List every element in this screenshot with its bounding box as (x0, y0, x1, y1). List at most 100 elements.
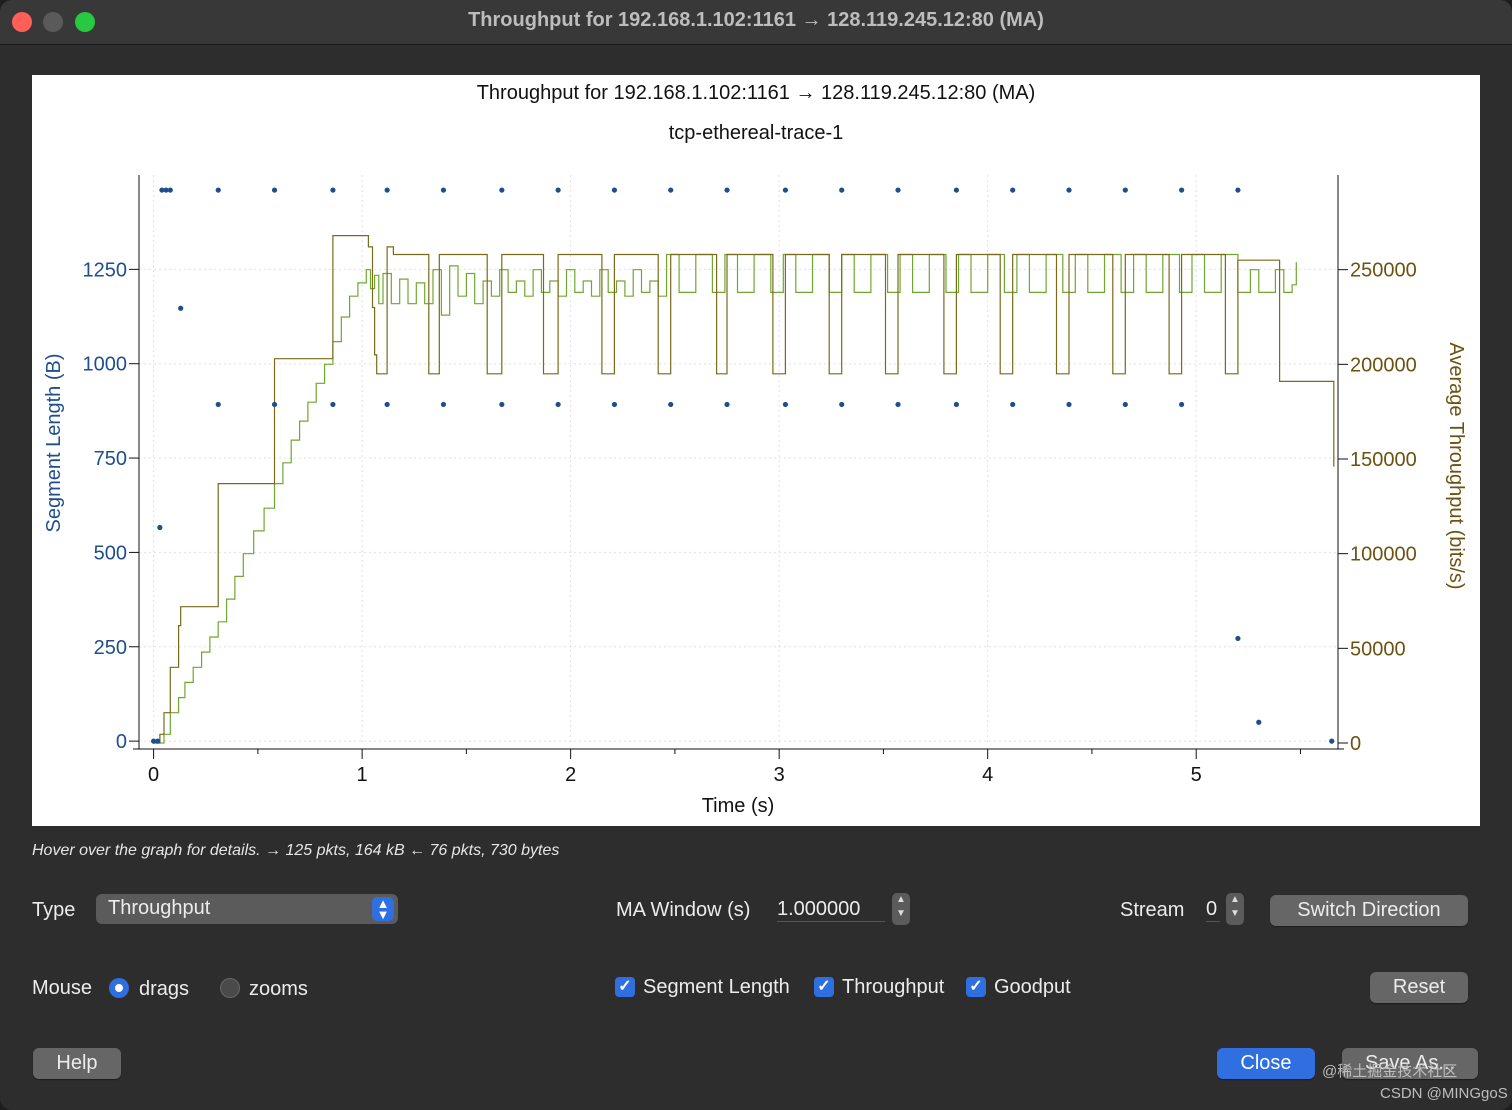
goodput-line (159, 253, 1297, 744)
y-tick-label-right: 0 (1350, 733, 1361, 755)
segment-point (1235, 187, 1241, 193)
help-button[interactable]: Help (33, 1048, 121, 1079)
switch-direction-button[interactable]: Switch Direction (1270, 895, 1468, 926)
chart-title: Throughput for 192.168.1.102:1161 → 128.… (477, 82, 1036, 104)
drags-radio[interactable] (109, 978, 129, 998)
close-window-button[interactable] (12, 12, 32, 32)
ma-window-label: MA Window (s) (616, 899, 751, 921)
type-select-value: Throughput (108, 897, 211, 919)
select-arrows-icon: ▲ ▼ (372, 897, 394, 921)
segment-point (611, 187, 618, 193)
segment-point (953, 401, 960, 408)
x-tick-label: 1 (357, 764, 368, 786)
segment-point (157, 524, 163, 531)
segment-point (724, 187, 730, 193)
zoom-window-button[interactable] (75, 12, 95, 32)
segment-point (668, 401, 674, 408)
segment-point (953, 187, 960, 193)
title-bar[interactable]: Throughput for 192.168.1.102:1161 → 128.… (0, 0, 1512, 45)
y-tick-label-right: 50000 (1350, 638, 1406, 660)
segment-point (1066, 187, 1072, 193)
segment-point (163, 187, 169, 193)
zooms-radio[interactable] (220, 978, 240, 998)
radio-dot-icon (115, 984, 123, 992)
throughput-checkbox[interactable]: ✓ (814, 977, 834, 997)
x-tick-label: 0 (148, 764, 159, 786)
segment-point (271, 401, 278, 408)
segment-point (1256, 719, 1262, 725)
ma-window-stepper[interactable]: ▲ ▼ (892, 893, 910, 925)
segment-point (150, 738, 157, 744)
chart-subtitle: tcp-ethereal-trace-1 (669, 122, 844, 144)
segment-point (1010, 401, 1016, 408)
stream-input[interactable]: 0 (1206, 898, 1220, 922)
segment-point (178, 305, 184, 311)
segment-point (440, 401, 447, 408)
segment-point (782, 401, 789, 408)
segment-point (499, 401, 505, 408)
segment-point (895, 401, 901, 408)
drags-label[interactable]: drags (139, 978, 190, 1000)
y-tick-label-left: 0 (116, 731, 127, 753)
x-tick-label: 5 (1191, 764, 1202, 786)
segment-point (384, 401, 390, 408)
stream-stepper[interactable]: ▲ ▼ (1226, 893, 1244, 925)
save-as-button[interactable]: Save As... (1342, 1048, 1478, 1079)
y-tick-label-right: 200000 (1350, 354, 1417, 376)
segment-point (384, 187, 390, 193)
y-axis-label-right: Average Throughput (bits/s) (1445, 342, 1467, 589)
goodput-checkbox[interactable]: ✓ (966, 977, 986, 997)
y-tick-label-left: 1000 (83, 354, 128, 376)
segment-point (782, 187, 789, 193)
y-tick-label-right: 150000 (1350, 449, 1417, 471)
zooms-label[interactable]: zooms (249, 978, 308, 1000)
window-title: Throughput for 192.168.1.102:1161 → 128.… (468, 9, 1044, 31)
segment-point (1122, 187, 1128, 193)
y-tick-label-left: 500 (94, 542, 127, 564)
minimize-window-button[interactable] (43, 12, 63, 32)
segment-point (839, 401, 845, 408)
reset-button[interactable]: Reset (1370, 972, 1468, 1003)
segment-length-label[interactable]: Segment Length (643, 976, 790, 998)
segment-point (668, 187, 674, 193)
segment-point (271, 187, 278, 193)
segment-point (839, 187, 845, 193)
segment-point (895, 187, 901, 193)
segment-point (555, 401, 561, 408)
x-tick-label: 3 (774, 764, 785, 786)
watermark-line1: @稀土掘金技术社区 (1322, 1063, 1458, 1080)
segment-length-checkbox[interactable]: ✓ (615, 977, 635, 997)
segment-point (1066, 401, 1072, 408)
throughput-label[interactable]: Throughput (842, 976, 945, 998)
x-axis-label: Time (s) (702, 795, 775, 817)
mouse-label: Mouse (32, 977, 93, 999)
segment-point (1179, 187, 1185, 193)
segment-point (440, 187, 447, 193)
segment-point (167, 187, 173, 193)
type-label: Type (32, 899, 76, 921)
goodput-label[interactable]: Goodput (994, 976, 1071, 998)
segment-point (1329, 738, 1335, 744)
close-button[interactable]: Close (1217, 1048, 1315, 1079)
y-tick-label-right: 250000 (1350, 260, 1417, 282)
segment-point (1179, 401, 1185, 408)
chart-svg[interactable]: Throughput for 192.168.1.102:1161 → 128.… (32, 75, 1480, 826)
segment-point (330, 401, 336, 408)
segment-point (611, 401, 618, 408)
throughput-graph[interactable]: Throughput for 192.168.1.102:1161 → 128.… (32, 75, 1480, 826)
y-tick-label-left: 1250 (83, 259, 128, 281)
segment-point (555, 187, 561, 193)
throughput-line (153, 235, 1335, 744)
y-tick-label-right: 100000 (1350, 544, 1417, 566)
x-tick-label: 4 (982, 764, 993, 786)
y-tick-label-left: 250 (94, 637, 127, 659)
hover-hint: Hover over the graph for details. → 125 … (32, 842, 560, 859)
segment-point (330, 187, 336, 193)
stream-label: Stream (1120, 899, 1185, 921)
segment-point (155, 738, 161, 744)
segment-point (499, 187, 505, 193)
type-select[interactable]: Throughput ▲ ▼ (96, 894, 398, 924)
ma-window-input[interactable]: 1.000000 (777, 898, 885, 922)
x-tick-label: 2 (565, 764, 576, 786)
